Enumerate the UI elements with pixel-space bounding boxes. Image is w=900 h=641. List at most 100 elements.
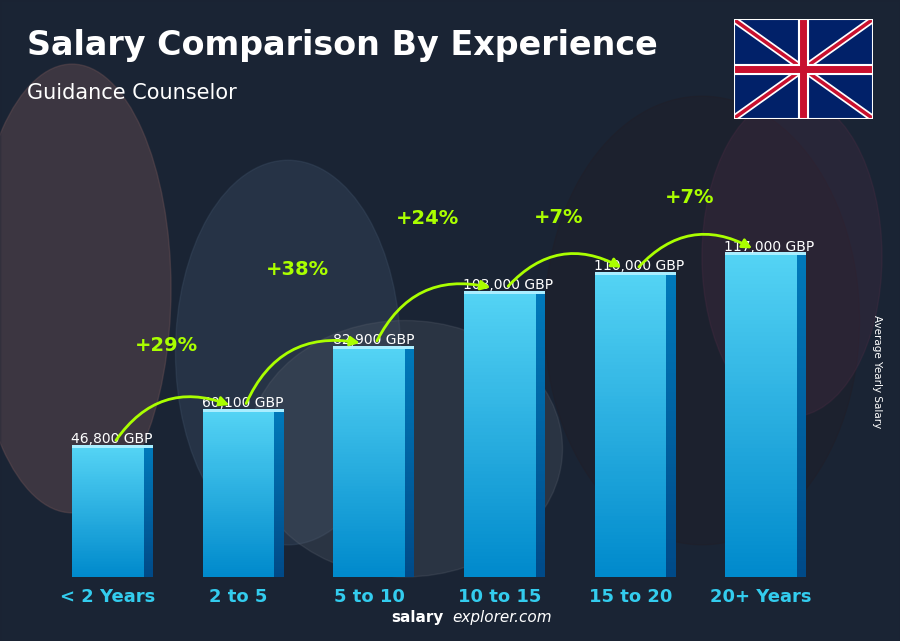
Bar	[202, 447, 274, 449]
Bar	[405, 520, 414, 523]
Bar	[405, 565, 414, 569]
Bar	[797, 569, 806, 573]
Bar	[72, 494, 144, 495]
Bar	[797, 276, 806, 279]
Bar	[464, 506, 536, 510]
Bar	[464, 535, 536, 538]
Bar	[666, 569, 676, 573]
Bar	[666, 343, 676, 347]
Bar	[595, 354, 666, 358]
Bar	[725, 472, 797, 476]
Bar	[725, 253, 806, 256]
Bar	[405, 460, 414, 463]
Bar	[333, 449, 405, 452]
Bar	[536, 513, 544, 517]
Bar	[464, 301, 536, 304]
Bar	[725, 432, 797, 437]
Bar	[144, 510, 153, 511]
Bar	[595, 331, 666, 335]
Bar	[464, 513, 536, 517]
Bar	[666, 479, 676, 483]
Bar	[797, 508, 806, 513]
Bar	[72, 466, 144, 468]
Bar	[666, 384, 676, 388]
Bar	[333, 523, 405, 526]
Bar	[797, 340, 806, 344]
Bar	[595, 320, 666, 324]
Bar	[536, 404, 544, 407]
Bar	[666, 309, 676, 313]
Bar	[725, 388, 797, 392]
Bar	[405, 512, 414, 514]
Bar	[333, 352, 405, 355]
Bar	[536, 495, 544, 499]
Bar	[144, 520, 153, 522]
Bar	[333, 435, 405, 437]
Bar	[666, 320, 676, 324]
Bar	[725, 364, 797, 368]
Bar	[725, 376, 797, 380]
Bar	[202, 409, 284, 412]
Bar	[333, 386, 405, 389]
Bar	[274, 449, 284, 451]
Bar	[333, 517, 405, 520]
Bar	[72, 519, 144, 520]
Bar	[536, 517, 544, 520]
Bar	[464, 329, 536, 333]
Bar	[72, 572, 144, 574]
Bar	[464, 552, 536, 556]
Bar	[333, 540, 405, 543]
Bar	[333, 349, 405, 352]
Bar	[144, 532, 153, 533]
Bar	[72, 529, 144, 530]
Bar	[536, 347, 544, 351]
Bar	[666, 517, 676, 520]
Bar	[797, 324, 806, 328]
Bar	[666, 377, 676, 381]
Bar	[144, 448, 153, 450]
Bar	[333, 492, 405, 494]
Bar	[202, 550, 274, 552]
Bar	[536, 358, 544, 361]
Ellipse shape	[702, 96, 882, 417]
Bar	[666, 297, 676, 301]
Bar	[797, 372, 806, 376]
Bar	[595, 388, 666, 392]
Bar	[464, 322, 536, 326]
Bar	[595, 433, 666, 437]
Bar	[797, 344, 806, 348]
Bar	[333, 381, 405, 383]
Bar	[333, 514, 405, 517]
Bar	[595, 475, 666, 479]
Bar	[595, 558, 666, 562]
Bar	[333, 545, 405, 549]
Bar	[797, 296, 806, 300]
Bar	[144, 482, 153, 484]
Bar	[666, 463, 676, 467]
Bar	[333, 494, 405, 497]
Bar	[274, 554, 284, 556]
Bar	[595, 437, 666, 441]
Bar	[464, 463, 536, 467]
Bar	[202, 499, 274, 501]
Bar	[202, 507, 274, 509]
Bar	[405, 531, 414, 534]
Bar	[797, 469, 806, 472]
Bar	[725, 279, 797, 283]
Bar	[536, 407, 544, 411]
Bar	[405, 488, 414, 492]
Bar	[797, 504, 806, 508]
Bar	[144, 472, 153, 474]
Bar	[202, 443, 274, 445]
Bar	[595, 531, 666, 535]
Bar	[405, 466, 414, 469]
Bar	[536, 411, 544, 414]
Text: explorer.com: explorer.com	[453, 610, 553, 625]
Bar	[274, 433, 284, 435]
Bar	[666, 467, 676, 471]
Bar	[464, 559, 536, 563]
Bar	[274, 437, 284, 438]
Bar	[202, 529, 274, 531]
Bar	[274, 573, 284, 575]
Bar	[274, 455, 284, 457]
